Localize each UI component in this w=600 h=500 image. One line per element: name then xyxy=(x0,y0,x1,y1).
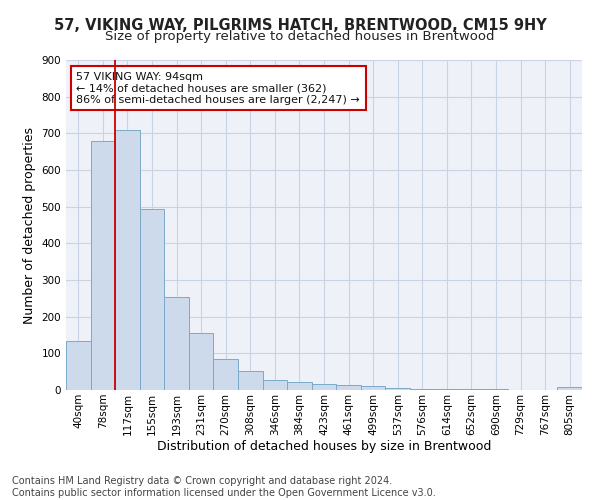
Text: 57, VIKING WAY, PILGRIMS HATCH, BRENTWOOD, CM15 9HY: 57, VIKING WAY, PILGRIMS HATCH, BRENTWOO… xyxy=(53,18,547,32)
Bar xyxy=(336,385,361,390)
Bar xyxy=(164,297,189,390)
Bar xyxy=(263,380,287,390)
Bar xyxy=(361,386,385,390)
Bar xyxy=(557,387,582,390)
Bar xyxy=(410,388,434,390)
Bar xyxy=(312,384,336,390)
Bar xyxy=(189,333,214,390)
X-axis label: Distribution of detached houses by size in Brentwood: Distribution of detached houses by size … xyxy=(157,440,491,454)
Bar xyxy=(140,209,164,390)
Bar xyxy=(66,340,91,390)
Text: Contains HM Land Registry data © Crown copyright and database right 2024.
Contai: Contains HM Land Registry data © Crown c… xyxy=(12,476,436,498)
Bar xyxy=(287,382,312,390)
Bar xyxy=(91,140,115,390)
Bar xyxy=(115,130,140,390)
Bar xyxy=(214,359,238,390)
Text: Size of property relative to detached houses in Brentwood: Size of property relative to detached ho… xyxy=(105,30,495,43)
Bar xyxy=(238,371,263,390)
Text: 57 VIKING WAY: 94sqm
← 14% of detached houses are smaller (362)
86% of semi-deta: 57 VIKING WAY: 94sqm ← 14% of detached h… xyxy=(76,72,360,105)
Bar xyxy=(385,388,410,390)
Y-axis label: Number of detached properties: Number of detached properties xyxy=(23,126,36,324)
Bar xyxy=(434,389,459,390)
